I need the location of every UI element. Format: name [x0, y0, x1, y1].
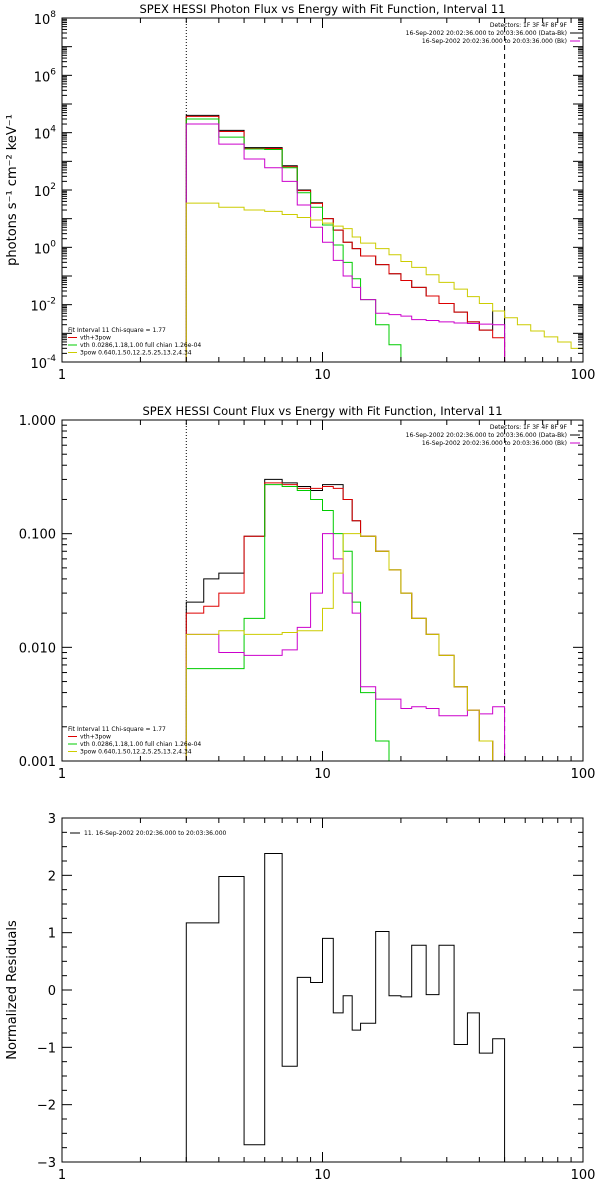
y-tick-label: 108	[34, 10, 57, 28]
legend-entry: Detectors: 1F 3F 4F 8F 9F	[490, 22, 568, 29]
legend-entry: 16-Sep-2002 20:02:36.000 to 20:03:36.000…	[422, 38, 567, 45]
y-axis-label: photons s⁻¹ cm⁻² keV⁻¹	[5, 114, 20, 266]
y-tick-label: 106	[34, 67, 57, 85]
y-tick-label: 1.000	[19, 414, 56, 429]
x-tick-label: 10	[314, 368, 331, 383]
series-line-4	[185, 123, 506, 362]
legend-entry: vth 0.0286,1.18,1.00 full chian 1.26e-04	[80, 741, 201, 748]
series-line-1	[185, 853, 506, 1162]
legend-entry: vth 0.0286,1.18,1.00 full chian 1.26e-04	[80, 342, 201, 349]
y-tick-label: 10-4	[30, 354, 56, 372]
legend-entry: 3pow 0.640,1.50,12.2,5.25,13.2,4.34	[80, 749, 192, 756]
legend-entry: Fit Interval 11 Chi-square = 1.77	[68, 726, 166, 733]
legend-entry: 11. 16-Sep-2002 20:02:36.000 to 20:03:36…	[84, 830, 227, 837]
series-line-1	[185, 114, 506, 362]
y-tick-label: −3	[37, 1156, 56, 1171]
series-group	[185, 853, 506, 1162]
x-tick-label: 1	[58, 1168, 66, 1183]
x-tick-label: 10	[314, 1168, 331, 1183]
x-tick-label: 1	[58, 767, 66, 782]
x-tick-label: 10	[314, 767, 331, 782]
chart-panel-3: 1 10 100 −3 −2 −1 0 1 2 3 Normalized Residuals 11. …	[5, 812, 596, 1183]
series-line-2	[185, 115, 506, 362]
x-tick-label: 100	[571, 368, 596, 383]
chart-panel-2: SPEX HESSI Count Flux vs Energy with Fit…	[19, 404, 596, 782]
legend-entry: 16-Sep-2002 20:02:36.000 to 20:03:36.000…	[422, 440, 567, 447]
series-line-4	[185, 533, 506, 761]
legend-entry: 16-Sep-2002 20:02:36.000 to 20:03:36.000…	[406, 30, 567, 37]
y-tick-label: 102	[34, 182, 56, 200]
legend-entry: 16-Sep-2002 20:02:36.000 to 20:03:36.000…	[406, 432, 567, 439]
y-tick-label: 100	[34, 239, 57, 257]
y-tick-label: 104	[34, 125, 57, 143]
y-tick-label: −2	[37, 1099, 56, 1114]
chart-title: SPEX HESSI Photon Flux vs Energy with Fi…	[139, 2, 505, 16]
series-group	[185, 114, 583, 362]
y-tick-label: 1	[48, 927, 56, 942]
y-tick-label: −1	[37, 1041, 56, 1056]
y-tick-label: 0	[48, 984, 56, 999]
series-line-5	[185, 533, 494, 761]
legend-entry: 3pow 0.640,1.50,12.2,5.25,13.2,4.34	[80, 350, 192, 357]
x-tick-label: 100	[571, 767, 596, 782]
legend-entry: vth+3pow	[80, 734, 111, 741]
series-group	[185, 478, 506, 761]
series-line-2	[185, 482, 494, 761]
legend-entry: vth+3pow	[80, 335, 111, 342]
y-tick-label: 0.100	[19, 528, 56, 543]
series-line-3	[185, 118, 402, 362]
y-tick-label: 3	[48, 812, 56, 827]
x-tick-label: 1	[58, 368, 66, 383]
y-tick-label: 0.010	[19, 641, 56, 656]
legend-entry: Fit Interval 11 Chi-square = 1.77	[68, 327, 166, 334]
y-axis-label: Normalized Residuals	[5, 920, 20, 1060]
y-tick-label: 10-2	[30, 297, 56, 315]
chart-panel-1: SPEX HESSI Photon Flux vs Energy with Fi…	[5, 2, 596, 383]
legend-entry: Detectors: 1F 3F 4F 8F 9F	[490, 424, 568, 431]
y-tick-label: 2	[48, 869, 56, 884]
x-tick-label: 100	[571, 1168, 596, 1183]
series-line-5	[185, 202, 583, 362]
chart-title: SPEX HESSI Count Flux vs Energy with Fit…	[142, 404, 502, 418]
y-tick-label: 0.001	[19, 755, 56, 770]
